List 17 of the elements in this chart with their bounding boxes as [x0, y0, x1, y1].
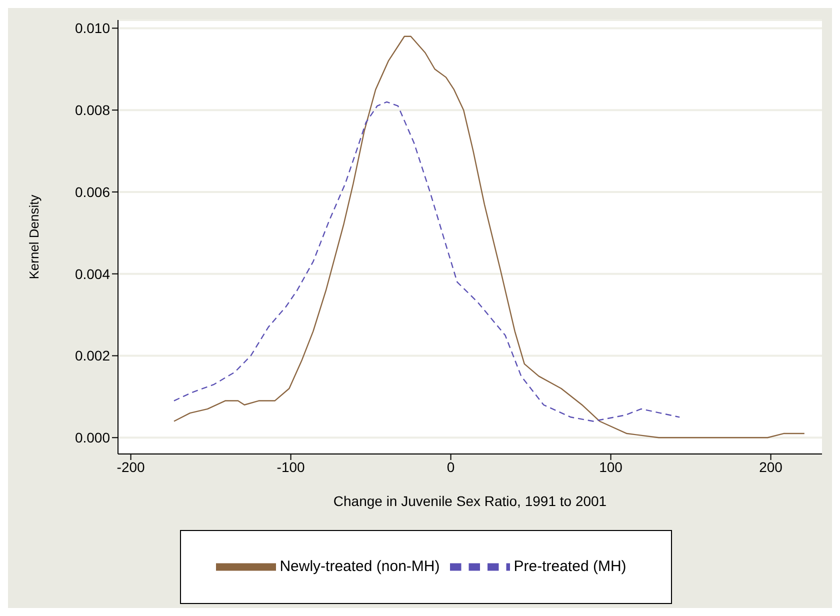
y-tick-label: 0.010: [74, 20, 110, 36]
legend-label: Newly-treated (non-MH): [280, 558, 440, 576]
line-series: [173, 36, 805, 438]
x-tick-label: -100: [276, 458, 306, 475]
x-axis-title: Change in Juvenile Sex Ratio, 1991 to 2001: [333, 493, 607, 509]
x-tick-label: 100: [599, 458, 623, 475]
y-axis-title: Kernel Density: [26, 194, 42, 280]
y-tick-label: 0.004: [74, 266, 110, 282]
y-tick-label: 0.006: [74, 184, 110, 200]
legend-label: Pre-treated (MH): [514, 558, 626, 576]
y-tick-label: 0.008: [74, 102, 110, 118]
line-series: [173, 101, 680, 422]
y-tick-label: 0.000: [74, 430, 110, 446]
y-tick-label: 0.002: [74, 348, 110, 364]
x-tick-label: 200: [759, 458, 783, 475]
x-tick-label: 0: [446, 458, 455, 475]
x-tick-label: -200: [116, 458, 146, 475]
